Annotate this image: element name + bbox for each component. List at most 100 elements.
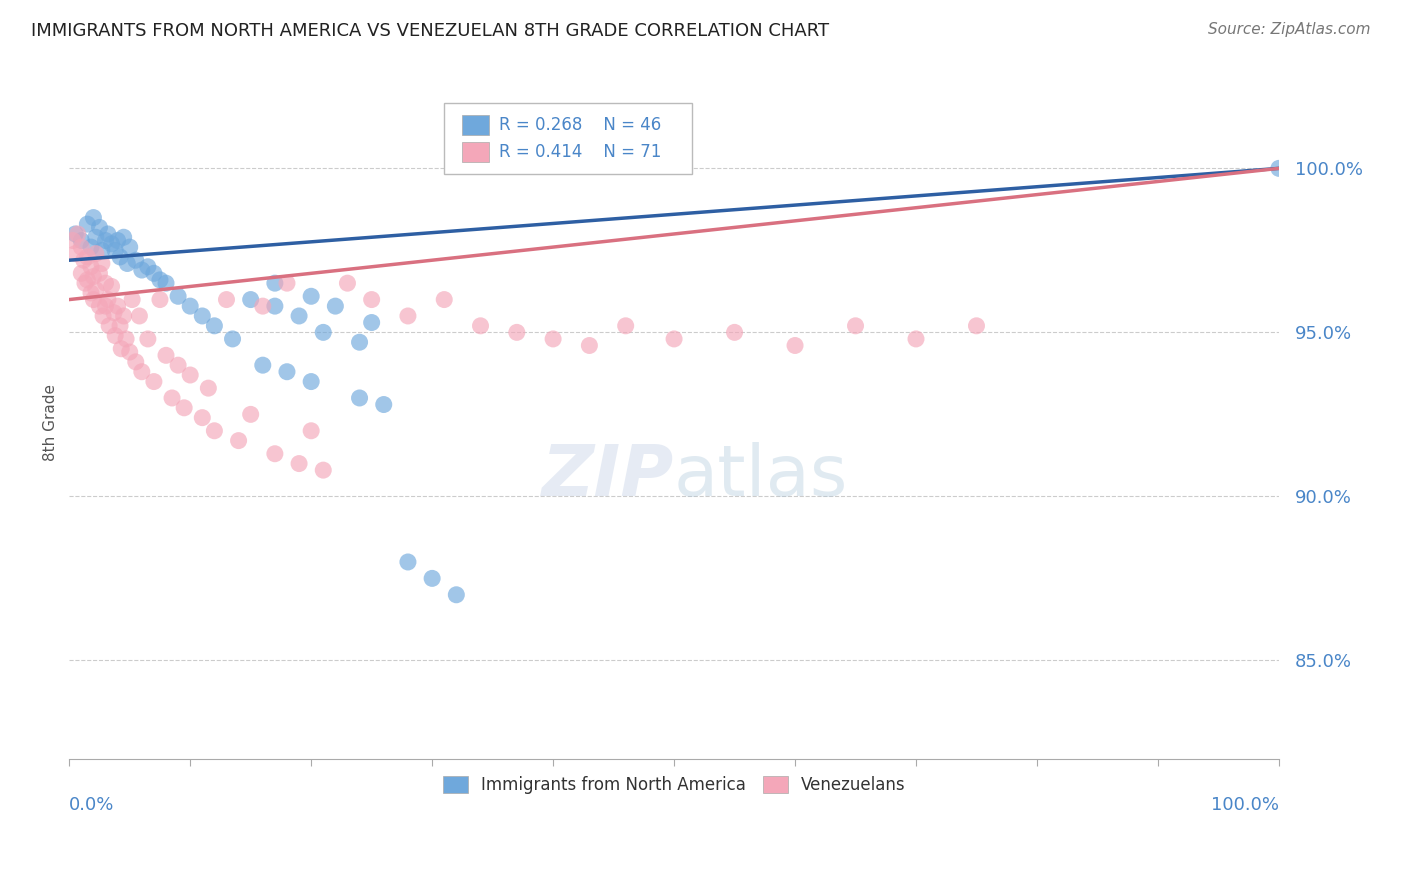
Point [90,256,112,270]
Point [312,326,335,340]
Text: R = 0.414    N = 71: R = 0.414 N = 71 [499,144,661,161]
Point [202,318,225,333]
Point [446,588,468,602]
Point [94,299,117,313]
Y-axis label: 8th Grade: 8th Grade [44,384,58,461]
Point [100,236,122,251]
Point [312,463,335,477]
Point [191,309,214,323]
Point [70,266,93,280]
Point [966,318,988,333]
Point [349,335,371,350]
Legend: Immigrants from North America, Venezuelans: Immigrants from North America, Venezuela… [436,770,912,801]
Point [149,293,172,307]
Text: IMMIGRANTS FROM NORTH AMERICA VS VENEZUELAN 8TH GRADE CORRELATION CHART: IMMIGRANTS FROM NORTH AMERICA VS VENEZUE… [31,22,830,40]
Point [128,309,150,323]
Point [470,318,492,333]
Point [288,457,311,471]
Point [115,332,138,346]
Point [179,368,201,382]
Point [173,401,195,415]
Point [76,273,98,287]
Point [108,250,131,264]
Point [844,318,866,333]
Point [84,246,107,260]
Point [325,299,347,313]
Point [160,391,183,405]
FancyBboxPatch shape [444,103,692,174]
Text: 0.0%: 0.0% [69,796,115,814]
Point [131,263,153,277]
Point [662,332,685,346]
Bar [463,142,489,162]
Point [100,279,122,293]
Point [90,244,112,258]
Point [723,326,745,340]
Point [84,230,107,244]
Point [80,260,103,274]
Point [80,240,103,254]
Point [73,276,96,290]
Point [215,293,238,307]
Point [65,246,87,260]
Point [239,408,262,422]
Point [191,410,214,425]
Point [104,328,127,343]
Point [420,571,443,585]
Point [70,234,93,248]
Point [76,217,98,231]
Text: R = 0.268    N = 46: R = 0.268 N = 46 [499,116,661,135]
Point [70,240,93,254]
Point [299,375,322,389]
Bar [463,115,489,136]
Point [578,338,600,352]
Point [110,342,132,356]
Point [360,293,382,307]
Point [118,345,141,359]
Point [82,269,104,284]
Point [541,332,564,346]
Point [94,234,117,248]
Point [228,434,250,448]
Point [299,289,322,303]
Point [360,316,382,330]
Point [89,299,111,313]
Point [82,293,104,307]
Point [62,234,84,248]
Text: Source: ZipAtlas.com: Source: ZipAtlas.com [1208,22,1371,37]
Point [112,230,135,244]
Point [336,276,359,290]
Point [1268,161,1291,176]
Point [107,234,129,248]
Point [89,220,111,235]
Point [373,398,395,412]
Point [84,283,107,297]
Point [97,293,120,307]
Point [299,424,322,438]
Point [97,227,120,241]
Point [239,293,262,307]
Point [904,332,927,346]
Point [107,299,129,313]
Point [167,289,190,303]
Point [136,332,159,346]
Point [89,266,111,280]
Point [118,240,141,254]
Point [264,447,287,461]
Point [82,211,104,225]
Point [506,326,529,340]
Point [112,309,135,323]
Text: ZIP: ZIP [541,442,673,511]
Point [149,273,172,287]
Point [221,332,243,346]
Point [276,276,298,290]
Point [94,276,117,290]
Point [179,299,201,313]
Point [125,253,148,268]
Point [349,391,371,405]
Point [167,358,190,372]
Point [396,555,419,569]
Point [108,318,131,333]
Point [131,365,153,379]
Point [76,250,98,264]
